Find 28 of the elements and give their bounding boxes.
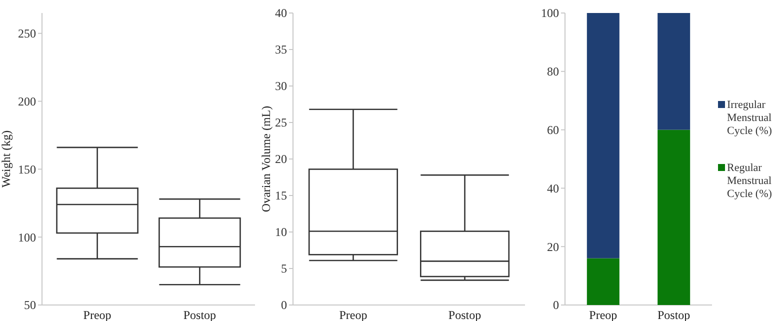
y-tick-label: 15 [275, 188, 287, 203]
y-tick-label: 25 [275, 116, 287, 130]
y-tick-label: 80 [547, 64, 559, 79]
y-tick-label: 100 [541, 6, 559, 20]
y-tick-label: 20 [547, 240, 559, 254]
y-axis-title: Weight (kg) [0, 130, 13, 188]
y-tick-label: 150 [18, 162, 36, 176]
legend-label: Irregular Menstrual Cycle (%) [727, 99, 772, 137]
y-tick-label: 50 [24, 298, 36, 312]
y-tick-label: 100 [18, 230, 36, 244]
y-tick-label: 200 [18, 94, 36, 108]
y-tick-label: 35 [275, 42, 287, 57]
legend-label: Regular Menstrual Cycle (%) [727, 162, 772, 200]
y-tick-label: 40 [275, 6, 287, 20]
y-axis-title: Ovarian Volume (mL) [259, 106, 273, 212]
bar [658, 13, 690, 130]
y-tick-label: 10 [275, 225, 287, 240]
bar [658, 130, 690, 305]
y-tick-label: 5 [281, 262, 287, 276]
y-tick-label: 0 [281, 298, 287, 312]
y-tick-label: 40 [547, 181, 559, 196]
y-tick-label: 0 [553, 298, 559, 312]
y-tick-label: 30 [275, 79, 287, 94]
y-tick-label: 250 [18, 26, 36, 41]
y-tick-label: 20 [275, 152, 287, 166]
bar [586, 258, 620, 305]
y-tick-label: 60 [547, 123, 559, 137]
bar [586, 13, 620, 258]
